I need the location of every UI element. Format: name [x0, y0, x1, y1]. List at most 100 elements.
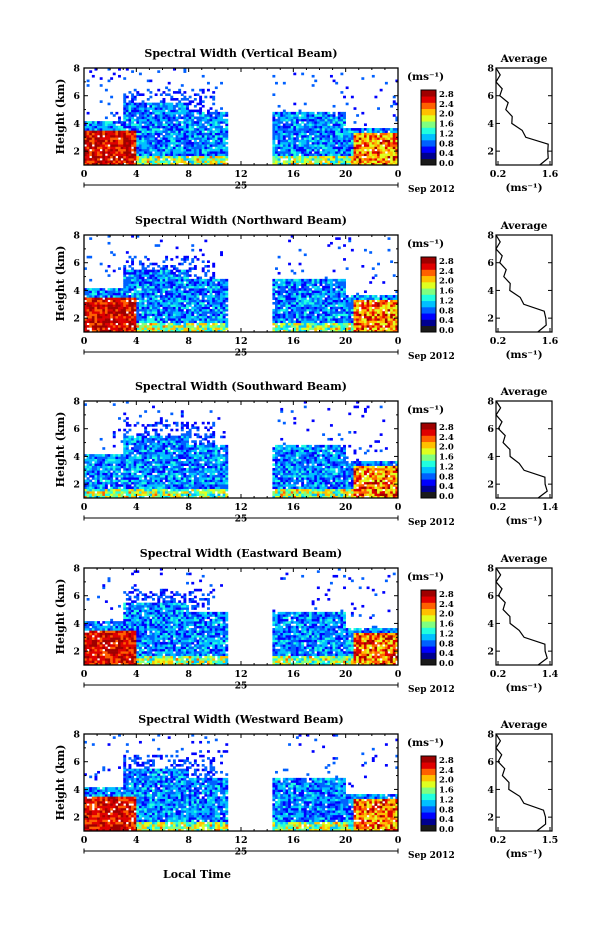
heatmap-cell: [118, 322, 121, 326]
heatmap-cell: [94, 484, 98, 487]
heatmap-cell: [361, 160, 365, 163]
heatmap-cell: [133, 148, 137, 152]
heatmap-cell: [212, 315, 216, 319]
heatmap-cell: [303, 281, 307, 284]
heatmap-cell: [133, 158, 137, 161]
heatmap-cell: [131, 322, 135, 326]
heatmap-cell: [170, 292, 174, 296]
heatmap-cell: [340, 151, 344, 154]
heatmap-cell: [125, 102, 129, 106]
heatmap-cell: [366, 301, 370, 305]
heatmap-cell: [303, 304, 307, 307]
heatmap-cell: [343, 322, 346, 326]
heatmap-cell: [146, 271, 150, 275]
heatmap-cell: [193, 139, 197, 143]
heatmap-cell: [298, 134, 302, 138]
heatmap-cell: [345, 306, 349, 310]
heatmap-cell: [141, 311, 145, 314]
heatmap-cell: [178, 130, 182, 133]
heatmap-cell: [377, 297, 380, 300]
heatmap-cell: [175, 299, 179, 303]
heatmap-cell: [188, 313, 192, 317]
heatmap-cell: [285, 308, 289, 312]
heatmap-cell: [144, 125, 148, 129]
heatmap-cell: [86, 111, 90, 115]
heatmap-cell: [324, 153, 328, 157]
heatmap-cell: [188, 114, 192, 117]
heatmap-cell: [175, 288, 179, 291]
heatmap-cell: [288, 262, 292, 266]
heatmap-cell: [311, 283, 315, 287]
heatmap-cell: [149, 318, 153, 321]
heatmap-cell: [193, 274, 197, 277]
heatmap-cell: [332, 162, 336, 166]
heatmap-cell: [128, 134, 132, 138]
heatmap-cell: [97, 486, 100, 490]
heatmap-cell: [363, 306, 367, 310]
heatmap-cell: [303, 297, 307, 300]
heatmap-cell: [340, 278, 344, 282]
heatmap-cell: [206, 109, 210, 113]
heatmap-cell: [149, 125, 153, 129]
heatmap-cell: [217, 160, 221, 163]
heatmap-cell: [309, 311, 312, 314]
heatmap-cell: [306, 148, 310, 152]
heatmap-cell: [86, 470, 90, 473]
heatmap-cell: [107, 304, 111, 307]
heatmap-cell: [345, 128, 349, 131]
heatmap-cell: [186, 104, 189, 108]
heatmap-cell: [180, 84, 184, 87]
heatmap-cell: [193, 278, 197, 282]
heatmap-cell: [136, 160, 140, 163]
heatmap-cell: [369, 320, 373, 324]
avg-profile-line: [495, 234, 547, 333]
heatmap-cell: [146, 109, 150, 113]
heatmap-cell: [165, 308, 169, 312]
heatmap-cell: [350, 134, 354, 138]
heatmap-cell: [199, 100, 203, 103]
colorbar-swatch: [421, 300, 436, 308]
heatmap-cell: [377, 130, 380, 133]
heatmap-cell: [337, 318, 341, 321]
heatmap-cell: [332, 134, 336, 138]
heatmap-cell: [217, 308, 221, 312]
heatmap-cell: [125, 158, 129, 161]
heatmap-cell: [125, 132, 129, 136]
heatmap-cell: [123, 100, 127, 103]
heatmap-cell: [303, 283, 307, 287]
heatmap-cell: [295, 151, 299, 154]
heatmap-cell: [112, 139, 116, 143]
heatmap-cell: [374, 274, 378, 277]
heatmap-cell: [390, 141, 394, 145]
heatmap-cell: [369, 139, 373, 143]
heatmap-cell: [206, 114, 210, 117]
heatmap-cell: [324, 125, 328, 129]
heatmap-cell: [371, 151, 375, 154]
heatmap-cell: [217, 121, 221, 124]
heatmap-cell: [180, 313, 184, 317]
heatmap-cell: [128, 158, 132, 161]
heatmap-cell: [123, 295, 127, 298]
heatmap-cell: [138, 109, 142, 113]
heatmap-cell: [167, 153, 171, 157]
heatmap-cell: [91, 325, 95, 328]
heatmap-cell: [332, 79, 336, 83]
heatmap-cell: [172, 295, 176, 298]
heatmap-cell: [157, 148, 161, 152]
heatmap-cell: [390, 128, 394, 131]
heatmap-cell: [141, 325, 145, 328]
heatmap-cell: [157, 283, 161, 287]
heatmap-cell: [136, 315, 140, 319]
heatmap-cell: [212, 155, 216, 159]
heatmap-cell: [165, 301, 169, 305]
heatmap-cell: [136, 297, 140, 300]
heatmap-cell: [102, 470, 106, 473]
heatmap-cell: [152, 297, 155, 300]
heatmap-cell: [377, 128, 380, 131]
heatmap-cell: [128, 151, 132, 154]
heatmap-cell: [170, 123, 174, 127]
heatmap-cell: [201, 283, 205, 287]
heatmap-cell: [128, 297, 132, 300]
heatmap-cell: [214, 283, 218, 287]
